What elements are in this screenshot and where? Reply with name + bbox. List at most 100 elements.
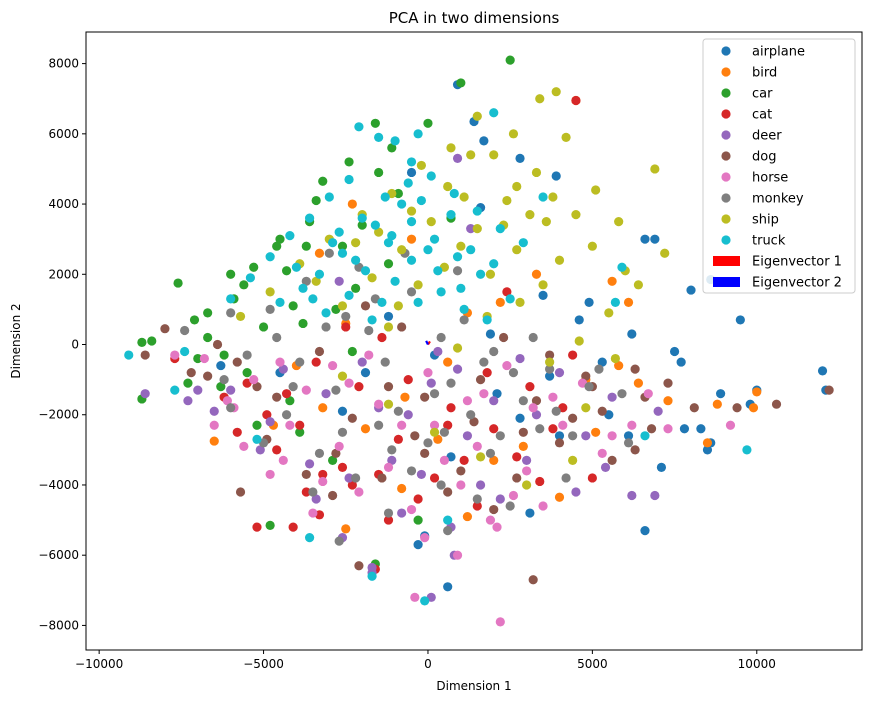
data-point-monkey (623, 438, 634, 448)
data-point-airplane (479, 136, 489, 146)
data-point-car (311, 195, 321, 206)
data-point-monkey (436, 480, 446, 490)
y-tick-label: −2000 (38, 408, 79, 422)
data-point-deer (475, 480, 486, 490)
data-point-truck (420, 596, 430, 606)
data-point-truck (291, 262, 302, 272)
data-point-horse (239, 441, 249, 451)
data-point-monkey (180, 325, 190, 336)
y-tick-label: −8000 (38, 618, 79, 632)
data-point-dog (554, 438, 565, 448)
x-axis-label: Dimension 1 (436, 679, 511, 693)
series-horse (170, 350, 736, 627)
x-tick-label: 5000 (577, 657, 608, 671)
data-point-dog (518, 427, 528, 437)
data-point-ship (337, 371, 348, 381)
data-point-car (239, 280, 249, 290)
data-point-deer (193, 385, 203, 395)
data-point-horse (410, 592, 420, 602)
legend-item-dog: dog (721, 150, 776, 165)
x-tick-label: −10000 (75, 657, 123, 671)
data-point-cat (318, 469, 328, 480)
data-point-ship (337, 301, 348, 311)
data-point-deer (650, 490, 660, 501)
data-point-truck (285, 231, 295, 241)
data-point-cat (288, 522, 298, 532)
data-point-cat (535, 476, 545, 487)
data-point-cat (587, 473, 597, 483)
data-point-ship (531, 167, 542, 178)
data-point-horse (285, 420, 295, 430)
data-point-dog (456, 466, 466, 476)
data-point-bird (663, 396, 673, 406)
data-point-cat (311, 357, 321, 367)
data-point-car (357, 220, 367, 230)
data-point-bird (518, 441, 528, 451)
data-point-dog (252, 382, 262, 392)
data-point-bird (400, 392, 410, 402)
data-point-ship (311, 276, 321, 286)
data-point-horse (558, 420, 568, 430)
data-point-truck (413, 129, 423, 139)
data-point-ship (235, 311, 246, 322)
data-point-bird (406, 234, 417, 244)
data-point-truck (180, 346, 190, 357)
data-point-car (328, 455, 338, 465)
data-point-horse (479, 389, 489, 399)
data-point-cat (472, 501, 482, 511)
data-point-car (505, 55, 515, 65)
data-point-truck (337, 248, 348, 258)
series-truck (124, 108, 752, 606)
legend-item-truck: truck (721, 234, 786, 249)
data-point-horse (528, 403, 538, 413)
data-point-horse (364, 350, 374, 360)
data-point-truck (640, 431, 650, 441)
data-point-airplane (554, 431, 565, 441)
series-monkey (180, 248, 634, 546)
data-point-dog (498, 332, 509, 343)
data-point-dog (140, 350, 150, 360)
data-point-airplane (735, 315, 745, 325)
data-point-truck (538, 192, 548, 202)
data-point-bird (531, 269, 542, 279)
data-point-horse (502, 360, 512, 371)
data-point-dog (528, 575, 538, 585)
data-point-ship (393, 301, 403, 311)
data-point-cat (403, 375, 413, 385)
data-point-car (242, 368, 252, 378)
data-point-monkey (383, 508, 394, 518)
data-point-airplane (413, 540, 423, 550)
data-point-ship (587, 241, 597, 251)
data-point-airplane (383, 311, 394, 322)
data-point-monkey (561, 473, 571, 483)
data-point-car (370, 118, 380, 128)
data-point-ship (614, 217, 624, 227)
data-point-dog (607, 455, 617, 465)
legend-item-bird: bird (721, 66, 777, 81)
data-point-monkey (226, 403, 236, 413)
data-point-ship (383, 322, 394, 332)
data-point-bird (623, 297, 634, 307)
data-point-deer (452, 364, 463, 374)
data-point-car (147, 336, 157, 346)
data-point-monkey (281, 410, 292, 420)
data-point-cat (272, 445, 282, 455)
chart-title: PCA in two dimensions (389, 9, 560, 27)
data-point-deer (255, 445, 265, 455)
legend-marker (721, 130, 731, 140)
data-point-deer (495, 494, 505, 504)
y-tick-label: 4000 (48, 197, 79, 211)
data-point-horse (278, 455, 288, 465)
data-point-ship (397, 245, 407, 255)
data-point-monkey (489, 346, 499, 357)
data-point-cat (548, 424, 558, 434)
data-point-deer (607, 392, 617, 402)
data-point-deer (403, 410, 413, 420)
data-point-horse (354, 487, 364, 497)
eigenvector-arrow-eigenvector-2 (425, 340, 429, 346)
data-point-airplane (669, 346, 680, 357)
data-point-ship (472, 224, 482, 234)
data-point-ship (485, 269, 496, 279)
data-point-deer (531, 410, 542, 420)
data-point-truck (304, 213, 315, 223)
